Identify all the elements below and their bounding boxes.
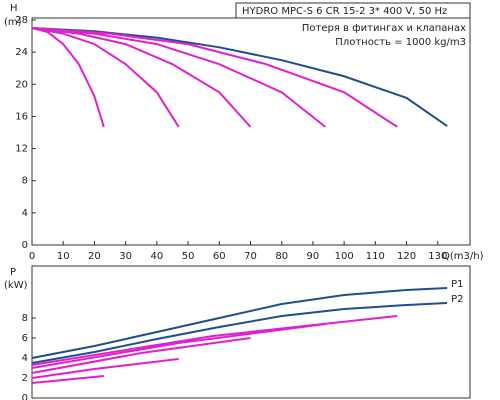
y-tick-label: 8 bbox=[22, 313, 28, 324]
x-tick-label: 70 bbox=[244, 251, 257, 262]
series-line bbox=[31, 27, 252, 128]
series-line bbox=[31, 337, 251, 374]
x-tick-label: 10 bbox=[57, 251, 70, 262]
annotation: Плотность = 1000 kg/m3 bbox=[335, 37, 466, 48]
x-tick-label: 130 bbox=[428, 251, 447, 262]
x-tick-label: 110 bbox=[366, 251, 385, 262]
y-tick-label: 2 bbox=[22, 373, 28, 384]
top-plot-frame bbox=[31, 17, 471, 246]
y-tick-label: 4 bbox=[22, 353, 28, 364]
y-tick-label: 0 bbox=[22, 240, 28, 251]
y-tick-label: 24 bbox=[15, 47, 28, 58]
title-box bbox=[235, 2, 471, 19]
x-tick-label: 30 bbox=[119, 251, 132, 262]
x-tick-label: 80 bbox=[275, 251, 288, 262]
series-line bbox=[31, 315, 398, 366]
chart-title: HYDRO MPC-S 6 CR 15-2 3* 400 V, 50 Hz bbox=[242, 6, 447, 17]
y-tick-label: 28 bbox=[15, 15, 28, 26]
y-tick-label: 8 bbox=[22, 176, 28, 187]
x-tick-label: 90 bbox=[307, 251, 320, 262]
y-tick-label: 12 bbox=[15, 144, 28, 155]
bottom-plot-frame bbox=[31, 265, 471, 399]
y-axis-label: H bbox=[10, 3, 18, 14]
x-tick-label: 20 bbox=[88, 251, 101, 262]
y-axis-unit: (m) bbox=[4, 17, 22, 28]
series-line bbox=[31, 287, 448, 359]
x-tick-label: 100 bbox=[335, 251, 354, 262]
y-tick-label: 20 bbox=[15, 79, 28, 90]
y-tick-label: 4 bbox=[22, 208, 28, 219]
y-tick-label: 0 bbox=[22, 393, 28, 400]
x-tick-label: 60 bbox=[213, 251, 226, 262]
y-axis-unit: (kW) bbox=[4, 280, 28, 291]
x-axis-label: Q(m3/h) bbox=[442, 251, 484, 262]
annotation: Потеря в фитингах и клапанах bbox=[302, 23, 466, 34]
x-tick-label: 120 bbox=[397, 251, 416, 262]
series-line bbox=[31, 375, 104, 384]
x-tick-label: 40 bbox=[150, 251, 163, 262]
series-label: P2 bbox=[451, 294, 463, 305]
series-line bbox=[31, 27, 398, 128]
x-tick-label: 50 bbox=[182, 251, 195, 262]
y-tick-label: 16 bbox=[15, 111, 28, 122]
series-line bbox=[31, 323, 326, 369]
x-tick-label: 0 bbox=[29, 251, 35, 262]
y-axis-label: P bbox=[10, 267, 16, 278]
series-line bbox=[31, 302, 448, 364]
y-tick-label: 6 bbox=[22, 333, 28, 344]
series-label: P1 bbox=[451, 279, 463, 290]
series-line bbox=[31, 358, 179, 379]
series-line bbox=[31, 27, 180, 128]
